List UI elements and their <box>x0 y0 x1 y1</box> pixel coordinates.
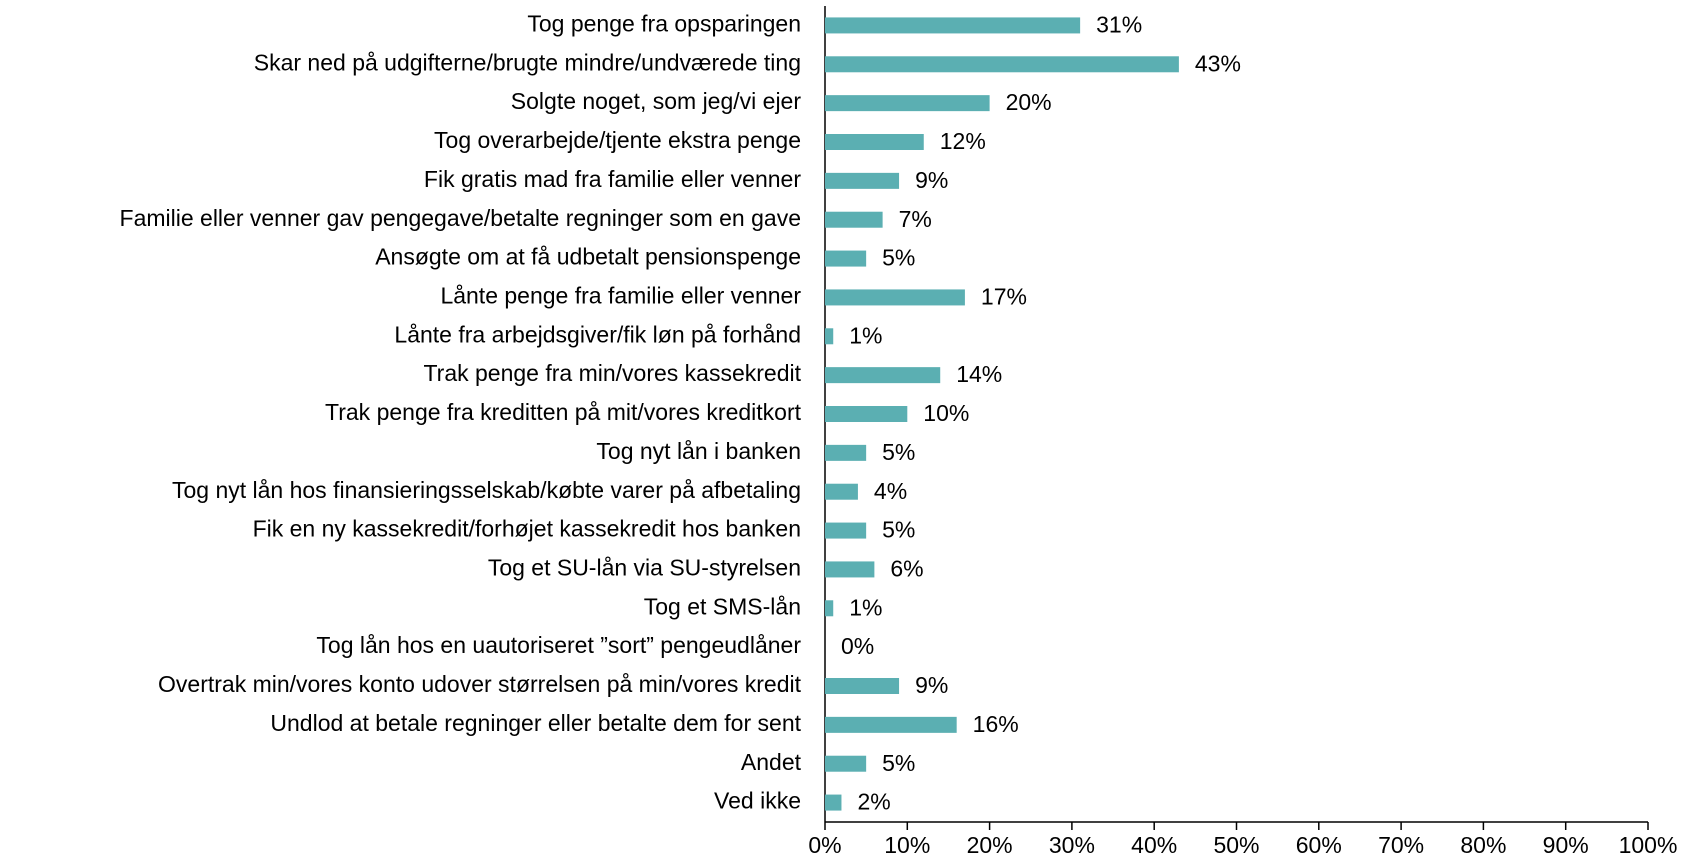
data-label: 4% <box>874 478 907 504</box>
bar <box>825 289 965 306</box>
data-label: 5% <box>882 439 915 465</box>
y-tick-label: Lånte penge fra familie eller venner <box>440 283 801 309</box>
data-label: 10% <box>923 400 969 426</box>
bar <box>825 250 867 267</box>
data-label: 2% <box>857 789 890 815</box>
bar <box>825 755 867 772</box>
bar <box>825 17 1081 34</box>
bar <box>825 678 900 694</box>
data-label: 1% <box>849 322 882 348</box>
x-tick-label: 90% <box>1543 832 1589 857</box>
x-tick-label: 80% <box>1460 832 1506 857</box>
data-label: 5% <box>882 517 915 543</box>
data-label: 6% <box>890 556 923 582</box>
y-tick-label: Andet <box>741 749 802 775</box>
x-tick-label: 30% <box>1049 832 1095 857</box>
bar <box>825 444 867 461</box>
data-label: 20% <box>1006 89 1052 115</box>
bar <box>825 134 924 150</box>
x-tick-label: 20% <box>967 832 1013 857</box>
y-tick-label: Tog nyt lån i banken <box>596 438 801 464</box>
data-label: 16% <box>973 711 1019 737</box>
y-tick-label: Ansøgte om at få udbetalt pensionspenge <box>375 244 801 270</box>
x-tick-label: 10% <box>884 832 930 857</box>
bar <box>825 172 900 189</box>
y-tick-label: Undlod at betale regninger eller betalte… <box>270 710 801 736</box>
bar <box>825 406 908 422</box>
y-tick-label: Skar ned på udgifterne/brugte mindre/und… <box>254 49 801 75</box>
y-tick-label: Familie eller venner gav pengegave/betal… <box>120 205 801 231</box>
y-tick-label: Overtrak min/vores konto udover størrels… <box>158 671 802 697</box>
data-label: 5% <box>882 750 915 776</box>
data-label: 14% <box>956 361 1002 387</box>
y-tick-label: Trak penge fra kreditten på mit/vores kr… <box>325 399 802 425</box>
bar <box>825 483 858 500</box>
y-tick-label: Fik en ny kassekredit/forhøjet kassekred… <box>253 516 801 542</box>
x-tick-label: 70% <box>1378 832 1424 857</box>
bar <box>825 561 875 578</box>
bar <box>825 794 842 811</box>
x-tick-label: 100% <box>1619 832 1678 857</box>
data-label: 5% <box>882 245 915 271</box>
y-tick-label: Tog et SU-lån via SU-styrelsen <box>488 555 801 581</box>
data-label: 7% <box>899 206 932 232</box>
data-label: 9% <box>915 167 948 193</box>
data-label: 9% <box>915 672 948 698</box>
y-tick-label: Lånte fra arbejdsgiver/fik løn på forhån… <box>394 321 801 347</box>
bar <box>825 95 990 112</box>
bar <box>825 716 957 733</box>
bar <box>825 56 1179 73</box>
data-label: 1% <box>849 594 882 620</box>
bar <box>825 600 834 617</box>
y-tick-label: Ved ikke <box>714 788 801 814</box>
y-tick-label: Trak penge fra min/vores kassekredit <box>423 360 801 386</box>
y-tick-label: Tog et SMS-lån <box>644 593 801 619</box>
bar <box>825 328 834 345</box>
y-tick-label: Tog nyt lån hos finansieringsselskab/køb… <box>172 477 801 503</box>
bar <box>825 522 867 539</box>
x-tick-label: 50% <box>1213 832 1259 857</box>
data-label: 31% <box>1096 12 1142 38</box>
y-tick-label: Tog lån hos en uautoriseret ”sort” penge… <box>316 632 801 658</box>
data-label: 17% <box>981 284 1027 310</box>
data-label: 43% <box>1195 50 1241 76</box>
x-tick-label: 60% <box>1296 832 1342 857</box>
y-tick-label: Fik gratis mad fra familie eller venner <box>424 166 801 192</box>
data-label: 0% <box>841 633 874 659</box>
y-tick-label: Solgte noget, som jeg/vi ejer <box>511 88 802 114</box>
y-tick-label: Tog overarbejde/tjente ekstra penge <box>434 127 801 153</box>
x-tick-label: 40% <box>1131 832 1177 857</box>
data-label: 12% <box>940 128 986 154</box>
y-tick-label: Tog penge fra opsparingen <box>527 11 801 37</box>
x-tick-label: 0% <box>808 832 841 857</box>
bar <box>825 211 883 228</box>
bar <box>825 367 941 384</box>
